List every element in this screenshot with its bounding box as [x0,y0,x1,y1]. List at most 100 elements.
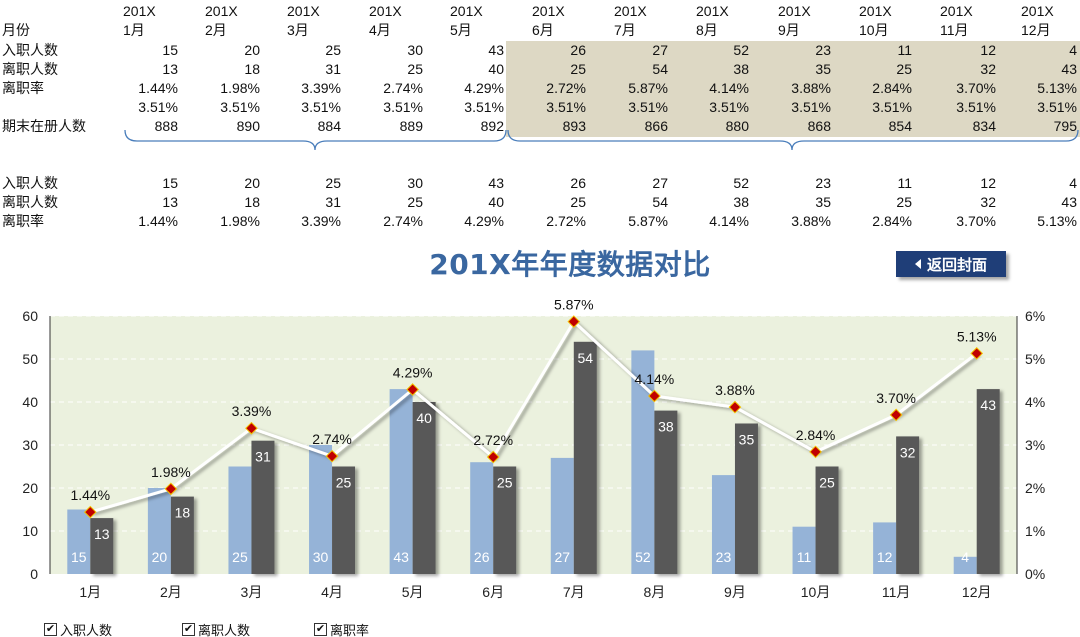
table-cell: 892 [480,118,504,134]
table-cell: 2.74% [383,80,423,96]
highlight-region [506,41,1080,137]
bar-leaves [90,518,114,574]
table-cell: 43 [488,175,504,191]
bar-label-leaves: 40 [416,410,432,426]
rate-data-label: 2.74% [312,431,352,447]
table-cell: 18 [244,194,260,210]
y-tick-label: 0 [30,566,38,582]
table-cell: 3.51% [546,99,586,115]
table-cell: 20 [244,42,260,58]
y2-tick-label: 6% [1025,308,1045,324]
x-tick-label: 6月 [482,584,504,600]
table-cell: 54 [652,61,668,77]
table-cell: 3.51% [383,99,423,115]
table-cell: 11 [897,42,912,58]
rate-data-label: 5.87% [554,297,594,313]
bar-leaves [896,436,920,574]
table-cell: 1.44% [138,80,178,96]
bar-leaves [815,466,839,574]
table-cell: 32 [980,194,996,210]
table-cell: 25 [570,61,586,77]
table-cell: 866 [644,118,668,134]
table-cell: 4.29% [464,80,504,96]
rate-marker [245,421,258,435]
table-cell: 3.51% [464,99,504,115]
table-cell: 4 [1069,42,1077,58]
y-tick-label: 60 [22,308,38,324]
column-header-month: 4月 [369,22,391,38]
legend-item-rate[interactable]: ✔ 离职率 [314,620,369,637]
bar-hires [309,445,333,574]
table-cell: 4.14% [709,213,749,229]
checkbox-checked-icon[interactable]: ✔ [182,623,195,636]
bar-leaves [976,389,1000,574]
y-tick-label: 50 [22,351,38,367]
legend-item-hires[interactable]: ✔ 入职人数 [44,620,112,637]
table-cell: 27 [652,175,668,191]
legend-label: 离职人数 [198,623,251,637]
rate-marker [83,505,97,519]
table-cell: 3.51% [301,99,341,115]
x-tick-label: 10月 [801,584,831,600]
y2-tick-label: 3% [1025,437,1045,453]
table-cell: 31 [325,61,341,77]
x-tick-label: 3月 [241,584,263,600]
table-cell: 2.74% [383,213,423,229]
bar-label-hires: 43 [393,549,409,565]
column-header-year: 201X [450,3,483,19]
bar-label-leaves: 32 [900,444,916,460]
table-cell: 3.51% [872,99,912,115]
table-cell: 38 [733,194,749,210]
table-cell: 1.98% [220,213,260,229]
row-label: 入职人数 [2,175,58,191]
checkbox-checked-icon[interactable]: ✔ [44,623,57,636]
table-cell: 889 [399,118,423,134]
table-cell: 25 [325,42,341,58]
y-tick-label: 20 [22,480,38,496]
table-cell: 23 [815,175,831,191]
table-cell: 3.70% [956,80,996,96]
column-header-month: 10月 [859,22,889,38]
table-cell: 4.14% [709,80,749,96]
bar-label-hires: 26 [474,549,490,565]
table-cell: 2.72% [546,213,586,229]
bar-label-hires: 11 [797,549,812,565]
rate-data-label: 4.14% [635,371,675,387]
table-cell: 52 [733,175,749,191]
back-to-cover-button[interactable]: 返回封面 [896,251,1006,277]
x-tick-label: 8月 [643,584,665,600]
table-cell: 43 [1061,194,1077,210]
table-cell: 13 [162,61,178,77]
x-tick-label: 7月 [563,584,585,600]
rate-marker [486,450,500,464]
rate-marker [325,449,339,463]
column-header-year: 201X [123,3,156,19]
table-cell: 30 [407,175,423,191]
table-cell: 11 [897,175,912,191]
bar-label-leaves: 25 [336,475,352,491]
bar-leaves [251,440,275,574]
column-header-year: 201X [696,3,729,19]
table-cell: 3.51% [709,99,749,115]
rate-marker [889,408,903,422]
rate-data-label: 5.13% [957,328,997,344]
table-cell: 890 [236,118,260,134]
checkbox-checked-icon[interactable]: ✔ [314,623,327,636]
legend-item-leaves[interactable]: ✔ 离职人数 [182,620,250,637]
column-header-year: 201X [532,3,565,19]
column-header-month: 5月 [450,22,472,38]
bar-label-hires: 15 [71,549,87,565]
table-cell: 12 [980,42,996,58]
table-cell: 2.72% [546,80,586,96]
combo-chart: 0 10 20 30 40 50 60 0% 1% 2% 3% 4% 5% 6% 15 13 1月 20 18 2月 2… [22,297,1045,600]
row-label: 离职人数 [2,194,58,210]
column-header-month: 1月 [123,22,145,38]
table-cell: 43 [488,42,504,58]
column-header-month: 6月 [532,22,554,38]
legend-label: 离职率 [330,623,370,637]
table-cell: 893 [562,118,586,134]
column-header-month: 9月 [778,22,800,38]
table-cell: 25 [896,61,912,77]
bar-leaves [654,410,678,574]
column-header-year: 201X [859,3,892,19]
